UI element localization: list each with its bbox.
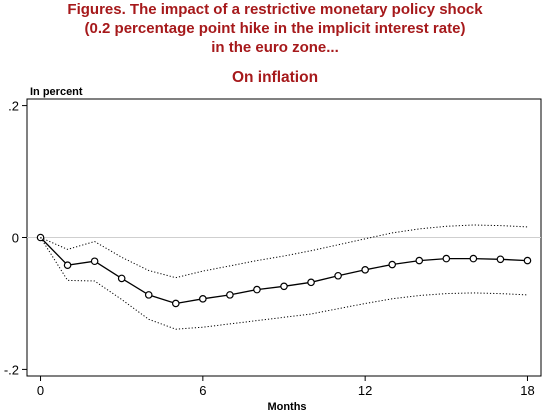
response-point xyxy=(307,278,315,287)
lower-band-line xyxy=(40,237,528,330)
y-tick-label: 0 xyxy=(12,231,19,246)
response-line xyxy=(40,237,528,305)
x-tick-label: 6 xyxy=(199,383,206,398)
response-point xyxy=(523,256,532,265)
upper-band-line xyxy=(40,224,528,279)
figure-title: Figures. The impact of a restrictive mon… xyxy=(0,0,550,57)
x-axis-label: Months xyxy=(267,401,306,413)
response-point xyxy=(280,282,288,291)
x-tick-label: 18 xyxy=(520,383,534,398)
axis-ticks: 0 6 12 18 .2 0 -.2 xyxy=(4,99,535,398)
x-tick-label: 12 xyxy=(358,383,372,398)
response-point xyxy=(361,266,369,274)
response-point xyxy=(199,295,207,303)
chart-subtitle: On inflation xyxy=(231,69,319,86)
response-point xyxy=(388,260,397,269)
y-tick-label: -.2 xyxy=(4,362,19,377)
y-tick-label: .2 xyxy=(8,99,19,114)
response-point xyxy=(469,254,478,263)
response-point xyxy=(334,271,342,280)
response-point xyxy=(63,261,72,270)
response-point xyxy=(226,291,234,299)
x-tick-label: 0 xyxy=(37,383,44,398)
chart-series xyxy=(36,224,532,330)
plot-frame xyxy=(26,98,542,377)
response-point xyxy=(496,255,505,264)
figure-title-line-3: in the euro zone... xyxy=(211,39,339,56)
response-point xyxy=(442,254,451,263)
figure-title-line-1: Figures. The impact of a restrictive mon… xyxy=(67,1,483,18)
response-point xyxy=(253,285,261,294)
y-axis-label: In percent xyxy=(30,86,83,98)
figure-title-line-2: (0.2 percentage point hike in the implic… xyxy=(84,20,466,37)
response-point xyxy=(117,274,126,283)
response-point xyxy=(90,257,99,266)
response-point xyxy=(171,299,180,308)
response-point xyxy=(144,291,153,299)
response-point xyxy=(415,256,424,265)
